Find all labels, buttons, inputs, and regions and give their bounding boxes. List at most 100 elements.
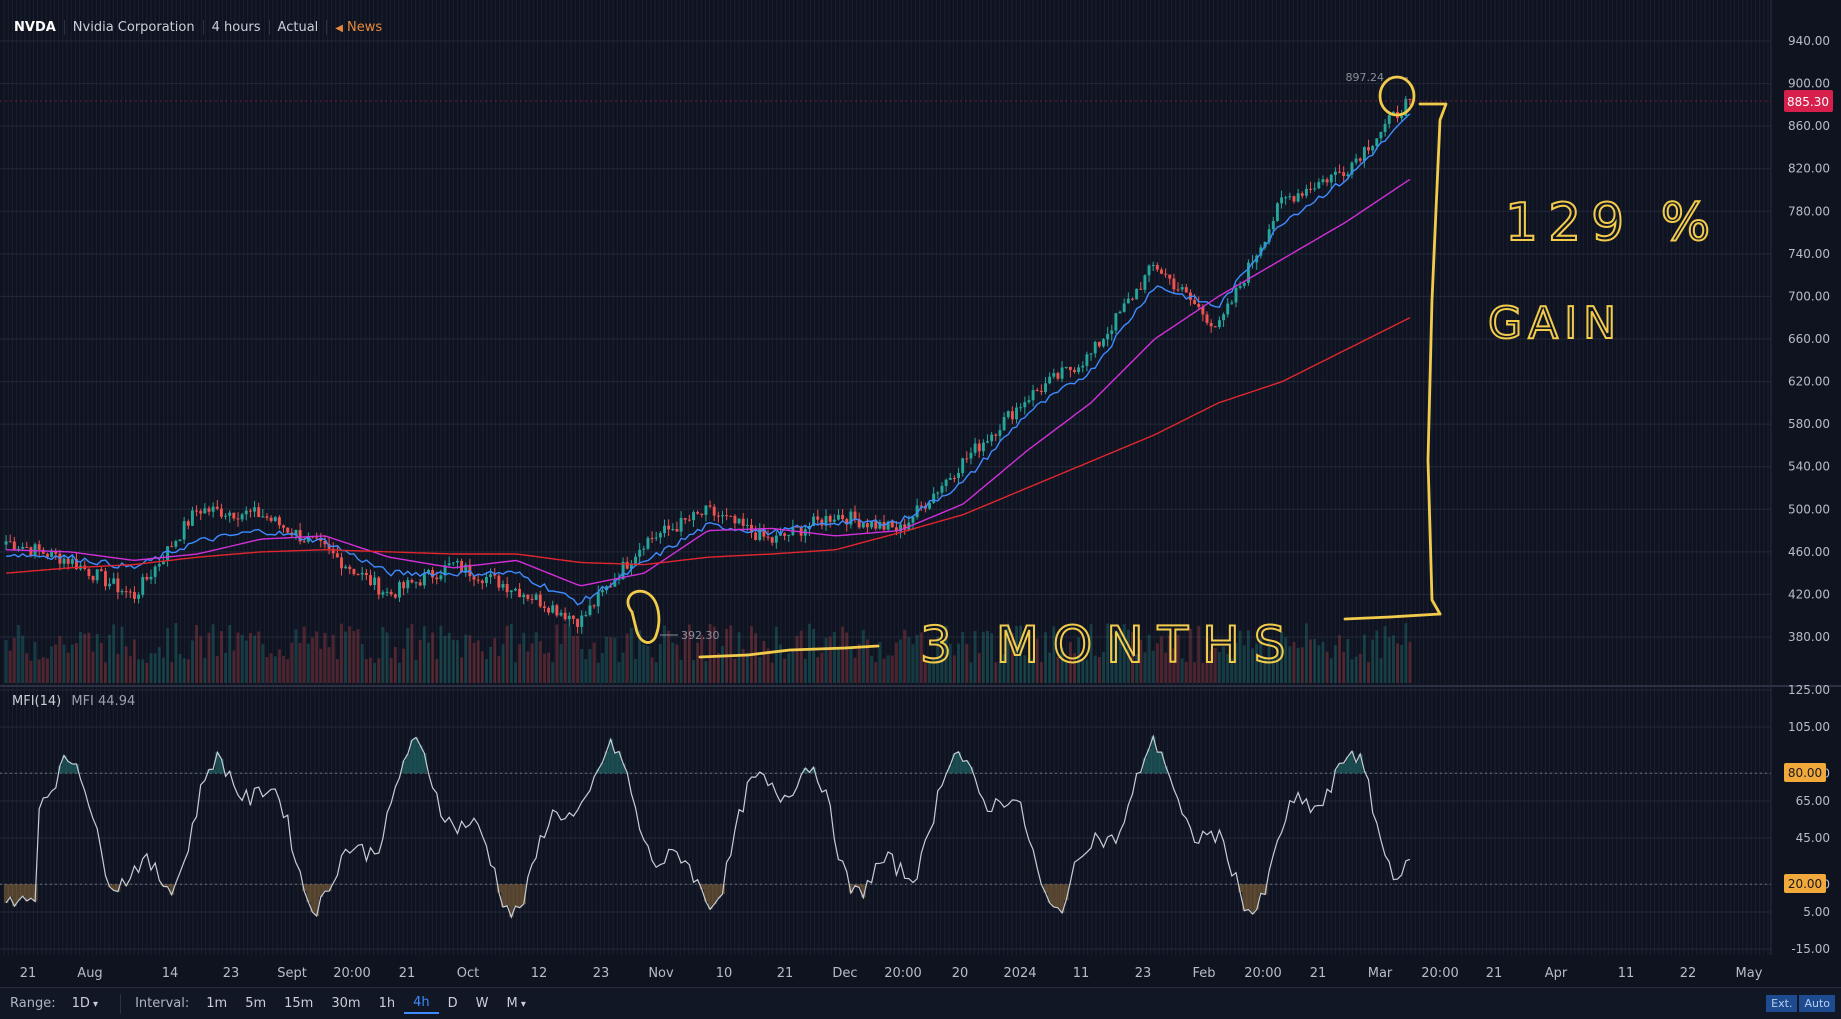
volume-bar: [849, 648, 852, 683]
candle-body: [1065, 367, 1068, 368]
candle-body: [655, 537, 658, 538]
time-tick-label: 23: [593, 966, 610, 981]
candle-body: [936, 493, 939, 494]
volume-bar: [468, 635, 471, 683]
volume-bar: [125, 646, 128, 683]
candle-body: [767, 537, 770, 538]
candle-body: [141, 577, 144, 595]
interval-1m-button[interactable]: 1m: [197, 994, 236, 1013]
volume-bar: [1396, 643, 1399, 683]
volume-bar: [642, 645, 645, 683]
auto-button[interactable]: Auto: [1799, 995, 1835, 1012]
candle-body: [1313, 188, 1316, 189]
candle-body: [125, 591, 128, 592]
candle-body: [994, 435, 997, 436]
candle-body: [212, 507, 215, 512]
ext-button[interactable]: Ext.: [1766, 995, 1797, 1012]
volume-bar: [647, 646, 650, 683]
volume-bar: [253, 636, 256, 683]
candle-body: [261, 516, 264, 517]
interval-w-button[interactable]: W: [467, 994, 498, 1013]
volume-bar: [572, 636, 575, 683]
range-dropdown[interactable]: 1D: [64, 994, 106, 1013]
candle-body: [518, 589, 521, 597]
volume-bar: [369, 658, 372, 683]
interval-15m-button[interactable]: 15m: [275, 994, 322, 1013]
candle-body: [1206, 314, 1209, 323]
volume-bar: [833, 632, 836, 683]
interval-m-dropdown[interactable]: M: [497, 994, 534, 1013]
chart-canvas[interactable]: 940.00900.00860.00820.00780.00740.00700.…: [0, 0, 1841, 987]
interval-30m-button[interactable]: 30m: [322, 994, 369, 1013]
volume-bar: [435, 659, 438, 683]
candle-body: [1052, 373, 1055, 377]
volume-bar: [460, 657, 463, 683]
candle-body: [986, 441, 989, 442]
candle-body: [381, 592, 384, 594]
candle-body: [1197, 304, 1200, 307]
volume-bar: [535, 632, 538, 683]
candle-body: [1172, 279, 1175, 290]
candle-body: [257, 507, 260, 517]
volume-bar: [895, 642, 898, 683]
volume-bar: [539, 641, 542, 683]
interval-d-button[interactable]: D: [439, 994, 467, 1013]
volume-bar: [1359, 654, 1362, 683]
candle-body: [406, 580, 409, 588]
mfi-oversold-fill: [29, 884, 34, 898]
volume-bar: [704, 661, 707, 683]
price-axis[interactable]: 940.00900.00860.00820.00780.00740.00700.…: [1788, 34, 1830, 644]
volume-bar: [100, 643, 103, 683]
volume-bar: [622, 653, 625, 683]
interval-5m-button[interactable]: 5m: [236, 994, 275, 1013]
candle-body: [266, 516, 269, 517]
candle-body: [564, 613, 567, 619]
news-button[interactable]: News: [327, 20, 390, 35]
volume-bar: [601, 653, 604, 683]
time-tick-label: Nov: [648, 966, 674, 981]
volume-bar: [232, 650, 235, 683]
time-tick-label: Mar: [1368, 966, 1393, 981]
timeframe-label[interactable]: 4 hours: [204, 20, 270, 35]
volume-bar: [1342, 652, 1345, 683]
candle-body: [390, 592, 393, 594]
candle-body: [704, 505, 707, 515]
candle-body: [597, 592, 600, 606]
volume-bar: [158, 647, 161, 683]
candle-body: [688, 520, 691, 521]
price-tick-label: 780.00: [1788, 204, 1830, 218]
symbol-label[interactable]: NVDA: [6, 20, 65, 35]
volume-bar: [208, 633, 211, 683]
volume-bar: [1367, 662, 1370, 683]
volume-bar: [295, 629, 298, 683]
volume-bar: [854, 658, 857, 683]
volume-bar: [696, 643, 699, 683]
interval-4h-button[interactable]: 4h: [404, 993, 439, 1014]
candle-body: [402, 582, 405, 588]
mfi-title[interactable]: MFI(14): [12, 694, 61, 709]
volume-bar: [473, 643, 476, 683]
volume-bar: [141, 659, 144, 683]
volume-bar: [626, 634, 629, 683]
candle-body: [315, 537, 318, 538]
volume-bar: [133, 639, 136, 683]
volume-bar: [891, 656, 894, 683]
candle-body: [539, 595, 542, 607]
volume-bar: [195, 625, 198, 683]
volume-bar: [497, 656, 500, 683]
candle-body: [970, 453, 973, 459]
volume-bar: [841, 627, 844, 683]
mode-label[interactable]: Actual: [270, 20, 328, 35]
candle-body: [874, 521, 877, 528]
candle-body: [352, 569, 355, 574]
candle-body: [957, 473, 960, 478]
candle-body: [1003, 417, 1006, 430]
volume-bar: [257, 632, 260, 683]
candle-body: [932, 494, 935, 503]
candle-body: [191, 511, 194, 526]
volume-bar: [1338, 635, 1341, 683]
candle-body: [1019, 407, 1022, 408]
interval-1h-button[interactable]: 1h: [370, 994, 405, 1013]
mfi-oversold-fill: [1043, 884, 1048, 893]
